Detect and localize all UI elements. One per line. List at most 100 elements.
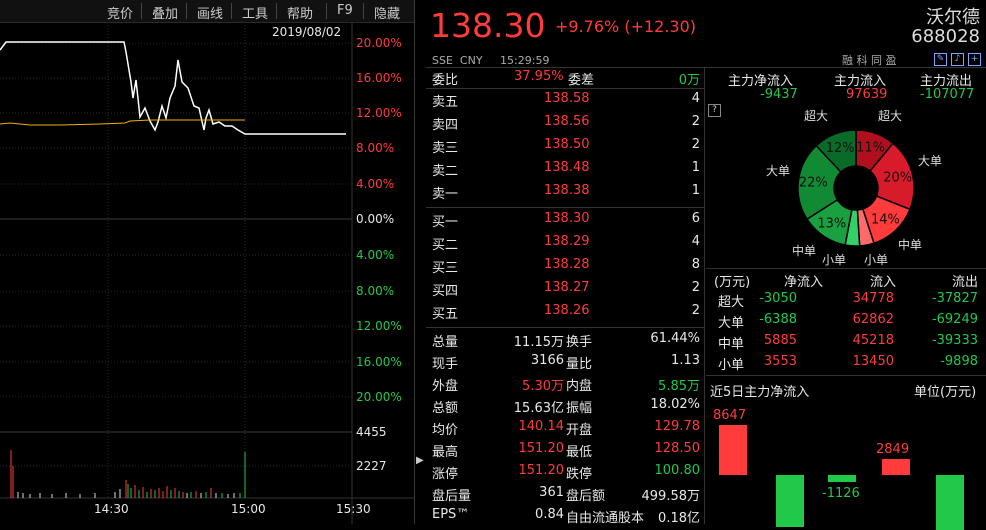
stat-value: 61.44% (650, 331, 700, 346)
toolbar-overlay[interactable]: 叠加 (152, 7, 179, 22)
bid-row[interactable]: 买四 138.27 2 (426, 280, 704, 300)
stat-label: 盘后额 (566, 489, 606, 504)
intraday-chart-svg (0, 22, 414, 524)
stats-row: 均价 140.14 开盘 129.78 (426, 419, 704, 439)
weicha-value: 0万 (678, 73, 700, 88)
volume-label: 4455 (356, 425, 387, 439)
ask-row[interactable]: 卖二 138.48 1 (426, 160, 704, 180)
stat-value: 15.63亿 (513, 401, 564, 416)
pct-label: 20.00% (356, 390, 402, 404)
exchange-currency: SSE CNY (432, 54, 483, 67)
flow-table-header: (万元) 净流入 流入 流出 (706, 271, 986, 291)
bid-volume: 2 (691, 303, 700, 318)
bid-row[interactable]: 买一 138.30 6 (426, 211, 704, 231)
main-inflow-value: 97639 (846, 87, 888, 102)
flow-row: 大单 -6388 62862 -69249 (706, 312, 986, 332)
flow-row: 超大 -3050 34778 -37827 (706, 291, 986, 311)
help-icon[interactable]: ? (708, 104, 721, 117)
flow-net-value: -6388 (759, 312, 797, 327)
toolbar-f9[interactable]: F9 (337, 3, 353, 18)
ask-row[interactable]: 卖三 138.50 2 (426, 137, 704, 157)
stat-value: 151.20 (518, 463, 565, 478)
ask-volume: 1 (691, 160, 700, 175)
pie-slice (797, 144, 842, 221)
flow-row-name: 大单 (718, 316, 745, 331)
toolbar-tools[interactable]: 工具 (242, 7, 269, 22)
flow-in-value: 62862 (852, 312, 894, 327)
stat-value: 129.78 (654, 419, 701, 434)
ask-row[interactable]: 卖五 138.58 4 (426, 91, 704, 111)
stat-label: EPS™ (432, 507, 470, 522)
flow-in-value: 45218 (852, 333, 894, 348)
pane-divider (414, 0, 415, 524)
pct-label: 16.00% (356, 355, 402, 369)
ask-row[interactable]: 卖四 138.56 2 (426, 114, 704, 134)
flow-out-value: -37827 (931, 291, 978, 306)
stat-label: 总量 (432, 335, 459, 350)
ask-price: 138.50 (544, 137, 590, 152)
toolbar-bidding[interactable]: 竞价 (107, 7, 134, 22)
stats-row: EPS™ 0.84 自由流通股本 0.18亿 (426, 507, 704, 527)
time-label: 15:00 (231, 502, 266, 516)
flow-net-value: 3553 (763, 354, 797, 369)
ask-price: 138.56 (544, 114, 590, 129)
bid-row[interactable]: 买二 138.29 4 (426, 234, 704, 254)
stat-label: 最高 (432, 445, 459, 460)
stats-row: 最高 151.20 最低 128.50 (426, 441, 704, 461)
bid-price: 138.29 (544, 234, 590, 249)
five-day-unit: 单位(万元) (914, 385, 977, 400)
pie-label-small-sell: 小单 (822, 253, 847, 267)
stat-label: 换手 (566, 335, 593, 350)
five-day-bar (936, 475, 964, 530)
pie-label-super-big-sell: 超大 (804, 109, 829, 123)
pie-label-mid-buy: 中单 (898, 238, 923, 252)
intraday-chart[interactable]: 2019/08/02 20.00% 16.00% 12.00% 8.00% 4.… (0, 22, 414, 524)
pie-slice-label: 20% (883, 170, 912, 185)
ask-volume: 2 (691, 114, 700, 129)
stat-label: 自由流通股本 (566, 511, 645, 526)
toolbar-hide[interactable]: 隐藏 (374, 7, 401, 22)
pie-slice-label: 11% (856, 141, 885, 156)
bid-volume: 4 (691, 234, 700, 249)
stat-value: 0.84 (535, 507, 564, 522)
stats-row: 现手 3166 量比 1.13 (426, 353, 704, 373)
toolbar-help[interactable]: 帮助 (287, 7, 314, 22)
chart-date: 2019/08/02 (272, 25, 342, 39)
stats-row: 总量 11.15万 换手 61.44% (426, 331, 704, 351)
stat-label: 外盘 (432, 379, 459, 394)
weibi-value: 37.95% (514, 69, 564, 84)
stat-label: 内盘 (566, 379, 593, 394)
weicha-label: 委差 (568, 73, 595, 88)
stat-value: 3166 (530, 353, 564, 368)
ask-row[interactable]: 卖一 138.38 1 (426, 183, 704, 203)
stat-label: 振幅 (566, 401, 593, 416)
alert-bell-icon[interactable]: ♪ (951, 53, 964, 66)
bid-row[interactable]: 买五 138.26 2 (426, 303, 704, 323)
main-net-inflow-value: -9437 (760, 87, 798, 102)
stat-label: 最低 (566, 445, 593, 460)
edit-icon[interactable]: ✎ (934, 53, 947, 66)
ask-volume: 4 (691, 91, 700, 106)
five-day-bar-label: 8647 (713, 408, 747, 423)
pie-label-mid-sell: 中单 (792, 244, 817, 258)
collapse-arrow-icon[interactable]: ▶ (416, 455, 424, 466)
weibi-label: 委比 (432, 73, 459, 88)
stat-label: 跌停 (566, 467, 593, 482)
pie-label-small-buy: 小单 (864, 253, 889, 267)
stat-value: 361 (539, 485, 564, 500)
flow-net-value: 5885 (763, 333, 797, 348)
toolbar-draw-line[interactable]: 画线 (197, 7, 224, 22)
zero-pct-label: 0.00% (356, 212, 395, 226)
average-price-line (0, 119, 245, 126)
pie-slice-label: 22% (799, 176, 828, 191)
pct-label: 4.00% (356, 177, 395, 191)
bid-level-label: 买四 (432, 284, 459, 299)
bid-row[interactable]: 买三 138.28 8 (426, 257, 704, 277)
five-day-bar (882, 458, 910, 475)
flow-net-value: -3050 (759, 291, 797, 306)
stock-code: 688028 (911, 26, 980, 47)
stats-row: 总额 15.63亿 振幅 18.02% (426, 397, 704, 417)
weibi-row: 委比 37.95% 委差 0万 (426, 69, 704, 89)
five-day-title: 近5日主力净流入 (710, 385, 810, 400)
add-icon[interactable]: + (968, 53, 981, 66)
